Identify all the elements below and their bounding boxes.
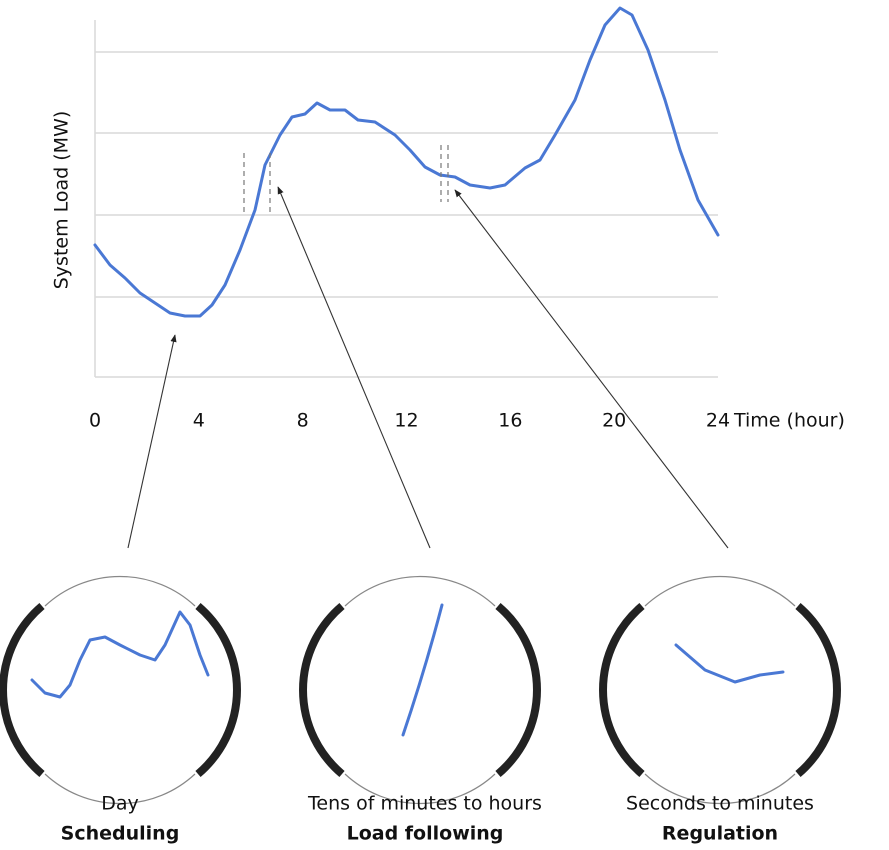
x-tick-label: 20 bbox=[602, 410, 626, 432]
arrows bbox=[127, 186, 729, 549]
lens-3 bbox=[599, 575, 841, 805]
x-tick-label: 4 bbox=[193, 410, 205, 432]
lens-2 bbox=[299, 575, 541, 805]
lens-label: Load following bbox=[347, 823, 504, 845]
x-tick-label: 24 bbox=[706, 410, 730, 432]
x-tick-label: 12 bbox=[394, 410, 418, 432]
lens-label: Regulation bbox=[662, 823, 778, 845]
lens-caption: Tens of minutes to hours bbox=[307, 793, 542, 815]
x-tick-label: 0 bbox=[89, 410, 101, 432]
x-axis-label: Time (hour) bbox=[733, 410, 845, 432]
load-curve bbox=[93, 6, 720, 318]
y-axis-label: System Load (MW) bbox=[51, 111, 73, 290]
lens-caption: Seconds to minutes bbox=[626, 793, 814, 815]
window-markers bbox=[243, 145, 449, 212]
x-tick-label: 16 bbox=[498, 410, 522, 432]
lens-label: Scheduling bbox=[61, 823, 180, 845]
x-ticks: 0 4 8 12 16 20 24 bbox=[89, 410, 730, 432]
lens-1 bbox=[0, 575, 241, 805]
lens-caption: Day bbox=[101, 793, 139, 815]
x-tick-label: 8 bbox=[297, 410, 309, 432]
captions: Day Scheduling Tens of minutes to hours … bbox=[61, 793, 814, 845]
grid bbox=[94, 20, 718, 378]
